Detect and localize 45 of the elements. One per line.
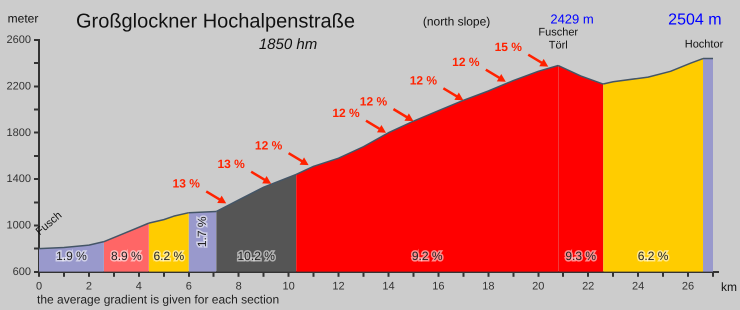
text: the average gradient is given for each section: [37, 292, 280, 306]
chart-subtitle: 1850 hm: [258, 36, 318, 54]
annotation: 12 %: [410, 74, 438, 88]
annotation: 12 %: [360, 94, 388, 108]
chart-title: Großglockner Hochalpenstraße: [76, 10, 356, 33]
x-tick-label: 0: [36, 280, 42, 292]
x-tick-label: 24: [632, 280, 644, 292]
x-axis-title: km: [721, 280, 737, 294]
x-tick-label: 20: [532, 280, 544, 292]
x-tick-label: 4: [136, 280, 142, 292]
y-tick-label: 1400: [6, 173, 31, 186]
annotation: 13 %: [172, 176, 200, 191]
x-tick-label: 12: [332, 280, 345, 292]
y-tick-label: 600: [12, 266, 31, 278]
annotation: Fuscher Törl: [538, 26, 578, 52]
text: (north slope): [422, 14, 490, 28]
annotation: 15 %: [494, 40, 522, 54]
annotation: 6.2 %: [153, 249, 184, 264]
x-tick-label: 14: [382, 280, 395, 292]
text: 2429 m: [550, 12, 594, 27]
annotation: 8.9 %: [111, 249, 142, 264]
annotation: Hochtor: [684, 38, 724, 51]
annotation: 6.2 %: [638, 249, 669, 264]
y-tick-label: 1000: [6, 219, 31, 232]
x-tick-label: 6: [186, 280, 192, 292]
annotation: 1.9 %: [56, 249, 88, 264]
x-tick-label: 8: [236, 280, 242, 292]
y-axis-title: meter: [8, 11, 38, 26]
annotation: 9.3 %: [565, 249, 596, 264]
text: 2504 m: [668, 11, 722, 28]
y-tick-label: 1800: [6, 126, 31, 139]
x-tick-label: 26: [682, 280, 694, 292]
x-tick-label: 16: [432, 280, 445, 292]
x-tick-label: 10: [282, 280, 295, 292]
annotation: 1.7 %: [194, 216, 209, 248]
annotation: 12 %: [452, 55, 480, 70]
annotation: 9.2 %: [412, 249, 443, 264]
annotation: 12 %: [254, 138, 283, 152]
x-tick-label: 22: [582, 280, 594, 292]
x-tick-label: 18: [482, 280, 494, 292]
y-tick-label: 2600: [6, 34, 31, 46]
annotation: 12 %: [332, 106, 360, 120]
x-tick-label: 2: [86, 280, 92, 292]
y-tick-label: 2200: [6, 80, 31, 92]
annotation: 13 %: [217, 157, 246, 172]
